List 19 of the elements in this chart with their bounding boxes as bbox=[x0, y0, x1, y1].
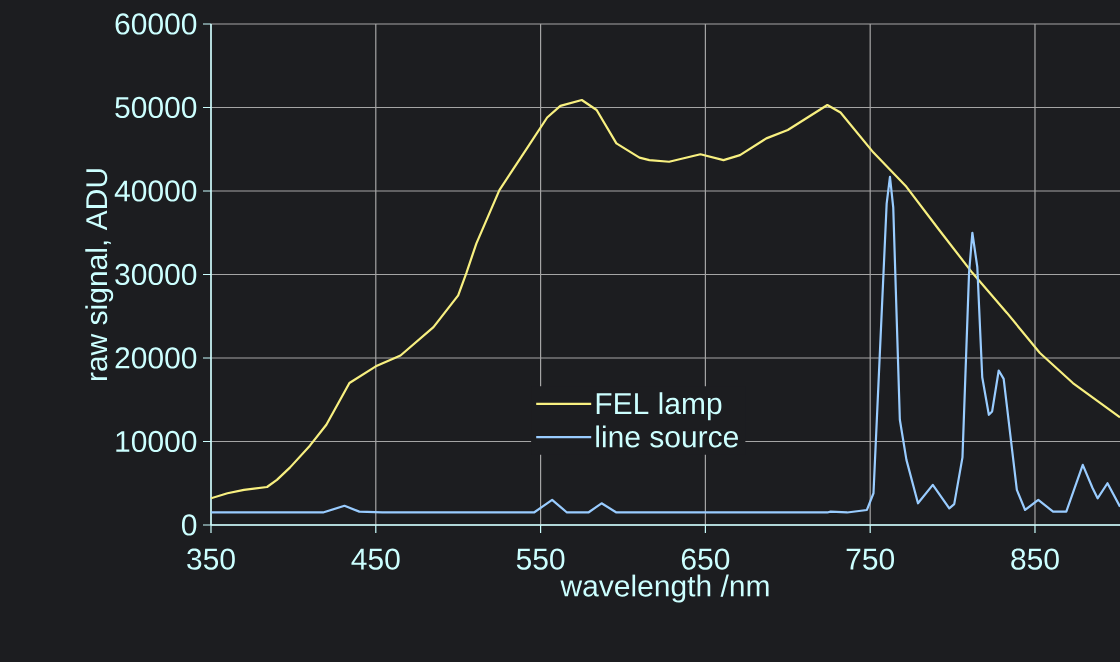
legend-label: line source bbox=[596, 425, 738, 448]
x-tick-label: 550 bbox=[516, 548, 565, 570]
y-tick-label: 30000 bbox=[115, 263, 197, 286]
y-tick-label: 60000 bbox=[115, 13, 197, 35]
x-axis-title: wavelength /nm bbox=[560, 574, 769, 603]
y-axis-title: raw signal, ADU bbox=[85, 169, 114, 381]
x-tick-label: 750 bbox=[846, 548, 895, 570]
y-tick-label: 10000 bbox=[116, 430, 197, 453]
x-tick-label: 350 bbox=[187, 548, 235, 570]
x-tick-label: 450 bbox=[351, 548, 400, 570]
y-tick-label: 0 bbox=[181, 514, 197, 536]
y-tick-label: 50000 bbox=[115, 96, 197, 119]
y-tick-label: 20000 bbox=[115, 347, 197, 369]
x-tick-label: 850 bbox=[1011, 548, 1059, 570]
legend-label: FEL lamp bbox=[596, 392, 722, 421]
line-series bbox=[211, 175, 1120, 514]
x-tick-label: 650 bbox=[681, 548, 730, 570]
line-series bbox=[211, 98, 1120, 500]
y-tick-label: 40000 bbox=[114, 180, 197, 202]
